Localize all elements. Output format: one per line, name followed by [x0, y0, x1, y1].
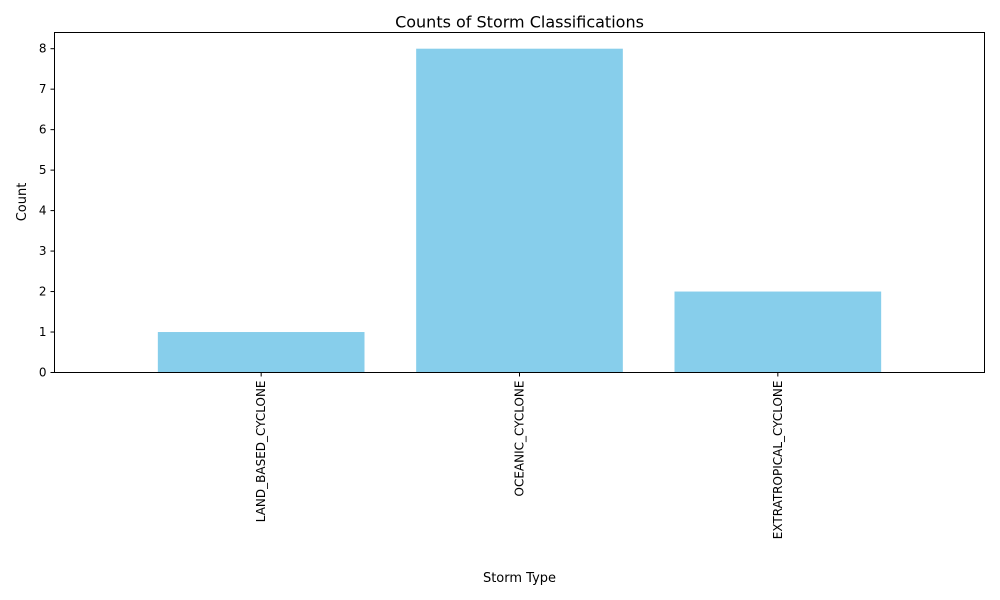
- y-tick-label: 3: [39, 244, 47, 258]
- y-tick-label: 8: [39, 42, 47, 56]
- bars-group: [157, 48, 882, 373]
- bar-extratropical-cyclone: [674, 291, 882, 373]
- axes-frame: [54, 32, 985, 373]
- y-tick-label: 6: [39, 123, 47, 137]
- y-tick-label: 2: [39, 285, 47, 299]
- y-tick-label: 1: [39, 325, 47, 339]
- chart-title: Counts of Storm Classifications: [395, 13, 644, 32]
- y-axis-ticks: 0 1 2 3 4 5 6 7 8: [39, 42, 55, 380]
- bar-oceanic-cyclone: [416, 48, 623, 373]
- y-tick-label: 0: [39, 366, 47, 380]
- y-axis-label: Count: [15, 183, 30, 222]
- x-tick-label: LAND_BASED_CYCLONE: [254, 381, 268, 523]
- x-axis-ticks: LAND_BASED_CYCLONE OCEANIC_CYCLONE EXTRATR…: [254, 372, 785, 540]
- y-tick-label: 5: [39, 163, 47, 177]
- bar-land-based-cyclone: [157, 332, 365, 373]
- y-tick-label: 4: [39, 204, 47, 218]
- y-tick-label: 7: [39, 82, 47, 96]
- plot-area: 0 1 2 3 4 5 6 7 8 LAND_BASED_CYCLONE OCEANIC_CYCL…: [39, 32, 985, 540]
- x-tick-label: EXTRATROPICAL_CYCLONE: [771, 381, 785, 540]
- x-tick-label: OCEANIC_CYCLONE: [513, 381, 527, 497]
- x-axis-label: Storm Type: [483, 571, 556, 586]
